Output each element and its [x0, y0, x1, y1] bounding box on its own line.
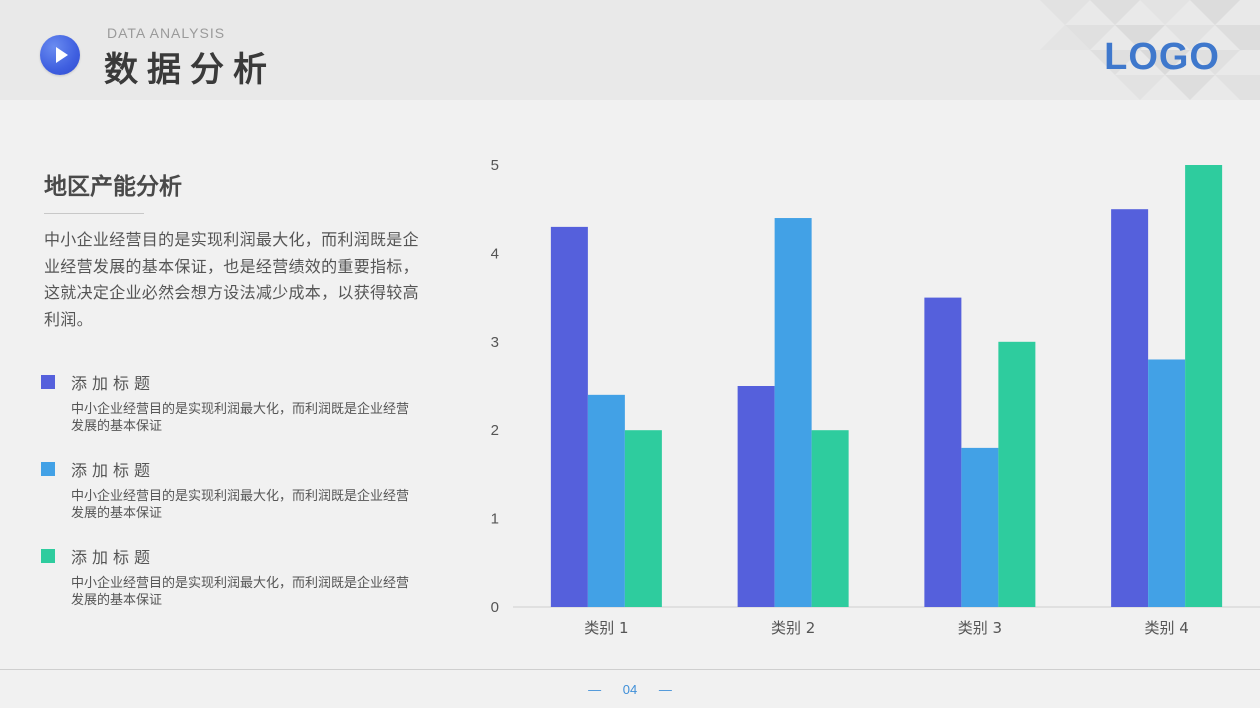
- bar: [550, 226, 588, 607]
- y-tick-label: 2: [491, 422, 499, 439]
- footer-divider: [0, 669, 1260, 670]
- bar-chart: 0 1 2 3 4 5 类别 1 类别 2 类别 3 类别 4: [491, 157, 1260, 637]
- bar: [624, 430, 662, 607]
- y-tick-label: 4: [491, 245, 499, 262]
- bar: [774, 218, 812, 607]
- page-number-value: 04: [622, 682, 638, 697]
- page-title: 数据分析: [104, 50, 276, 90]
- legend-description: 中小企业经营目的是实现利润最大化，而利润既是企业经营发展的基本保证: [71, 576, 410, 608]
- bar: [737, 386, 775, 607]
- legend-title: 添加标题: [71, 374, 156, 393]
- heading-divider: [44, 213, 144, 214]
- header-band: DATA ANALYSIS 数据分析 LOGO: [0, 0, 1260, 100]
- bar: [1185, 165, 1223, 607]
- y-tick-label: 5: [491, 157, 499, 174]
- legend-title: 添加标题: [71, 548, 156, 567]
- legend-description: 中小企业经营目的是实现利润最大化，而利润既是企业经营发展的基本保证: [71, 489, 410, 521]
- bar: [924, 297, 962, 607]
- page-dash-right: —: [658, 682, 672, 697]
- bar: [961, 447, 999, 607]
- intro-paragraph: 中小企业经营目的是实现利润最大化，而利润既是企业经营发展的基本保证，也是经营绩效…: [44, 230, 419, 329]
- section-heading: 地区产能分析: [44, 174, 182, 200]
- bar: [998, 341, 1036, 607]
- y-tick-label: 0: [491, 599, 499, 616]
- page-dash-left: —: [588, 682, 602, 697]
- x-tick-label: 类别 2: [771, 619, 815, 637]
- legend-description: 中小企业经营目的是实现利润最大化，而利润既是企业经营发展的基本保证: [71, 402, 410, 434]
- bar: [1148, 359, 1186, 607]
- y-tick-label: 1: [491, 511, 499, 528]
- bar: [1111, 209, 1149, 607]
- legend-title: 添加标题: [71, 461, 156, 480]
- x-tick-label: 类别 4: [1144, 619, 1188, 637]
- legend-swatch: [41, 549, 55, 563]
- bar: [587, 394, 625, 607]
- header-subtitle: DATA ANALYSIS: [107, 25, 226, 41]
- x-tick-label: 类别 3: [958, 619, 1002, 637]
- x-tick-label: 类别 1: [584, 619, 628, 637]
- legend-swatch: [41, 375, 55, 389]
- play-circle-icon[interactable]: [40, 35, 80, 75]
- triangle-pattern-decoration: [1040, 0, 1260, 100]
- logo: LOGO: [1104, 36, 1220, 78]
- bar: [811, 430, 849, 607]
- legend-swatch: [41, 462, 55, 476]
- page-number: — 04 —: [0, 682, 1260, 697]
- y-tick-label: 3: [491, 334, 499, 351]
